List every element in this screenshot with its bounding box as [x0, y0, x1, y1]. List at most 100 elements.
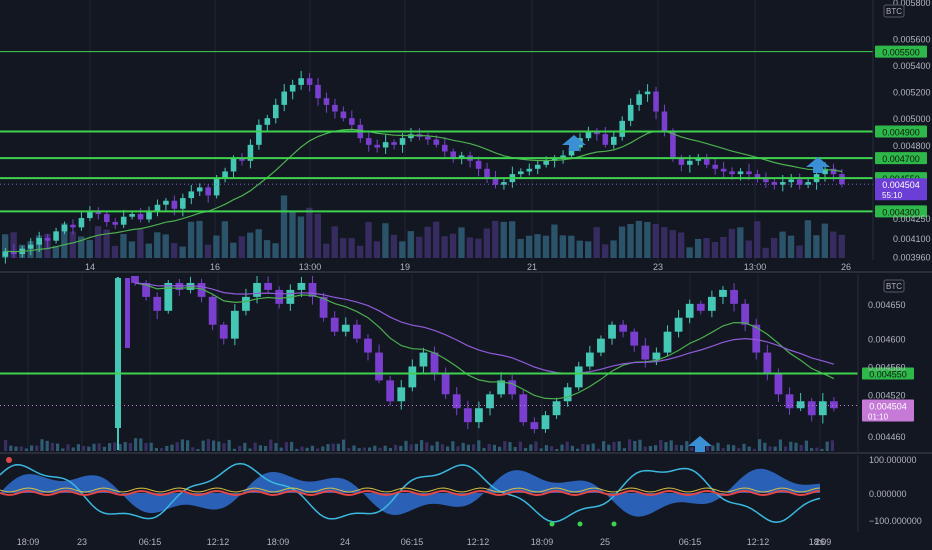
top-candle-body [70, 224, 76, 228]
top-countdown: 55:10 [882, 191, 903, 200]
middle-volume-bar [232, 448, 236, 451]
middle-countdown: 01:10 [868, 412, 889, 421]
middle-volume-bar [487, 444, 491, 451]
top-candle-body [78, 218, 85, 228]
top-candle-body [408, 134, 414, 139]
oscillator-marker-dot [611, 521, 617, 527]
bottom-time-axis: 18:09 23 06:15 12:12 18:09 24 06:15 12:12 18:09 2… [17, 537, 832, 547]
top-candle-body [450, 151, 457, 159]
middle-volume-bar [570, 445, 574, 451]
top-candle-body [323, 98, 330, 105]
middle-volume-bar [300, 446, 304, 451]
top-volume-bar [458, 227, 465, 258]
top-level-lines [0, 51, 873, 213]
middle-grid [27, 274, 821, 452]
middle-volume-bar [201, 440, 205, 451]
middle-volume-bar [71, 447, 75, 451]
middle-volume-bar [165, 445, 169, 451]
bottom-time-label-6: 06:15 [401, 537, 424, 547]
oscillator-yellow-line [0, 487, 821, 493]
middle-volume-bar [279, 447, 283, 451]
middle-candle-body [475, 408, 483, 423]
middle-volume-bars [4, 438, 834, 451]
bottom-time-label-12: 18:09 [809, 537, 832, 547]
middle-volume-bar [758, 439, 762, 451]
top-volume-bar [145, 243, 152, 258]
middle-volume-bar [264, 446, 268, 451]
middle-volume-bar [810, 448, 814, 451]
top-candle-body [146, 211, 152, 220]
middle-volume-bar [66, 444, 70, 451]
top-price-axis[interactable]: 0.0055000.0049000.0047000.0045500.004300… [875, 0, 931, 263]
bottom-time-label-5: 24 [340, 537, 350, 547]
bottom-time-label-1: 23 [77, 537, 87, 547]
middle-price-label-0: 0.004650 [868, 300, 906, 310]
middle-price-panel[interactable]: 0.004550 0.004650 0.004600 0.004560 0.004520… [0, 274, 914, 452]
top-level-tag-0 [875, 45, 927, 58]
middle-volume-bar [253, 442, 257, 451]
middle-volume-bar [227, 439, 231, 451]
top-volume-bar [821, 223, 828, 258]
middle-volume-bar [633, 441, 637, 451]
middle-volume-bar [123, 442, 127, 451]
top-volume-bar [78, 236, 85, 258]
middle-candle-body [508, 380, 517, 395]
middle-candle-body [208, 296, 217, 325]
middle-volume-bar [362, 447, 366, 451]
oscillator-panel[interactable]: 100.000000 0.000000 −100.000000 [0, 455, 922, 532]
top-volume-bar [331, 226, 338, 258]
top-price-label-2: 0.005200 [893, 88, 931, 98]
top-moving-average-line [5, 128, 842, 253]
up-arrow-icon [806, 157, 830, 173]
top-candle-body [636, 94, 642, 105]
middle-volume-bar [175, 442, 179, 451]
middle-candle-body [774, 373, 783, 395]
oscillator-marker-dot [577, 521, 583, 527]
middle-currency-label: BTC [886, 282, 902, 291]
middle-volume-bar [139, 438, 143, 451]
middle-candle-body [386, 380, 395, 402]
top-candle-body [180, 198, 186, 209]
top-volume-bar [120, 234, 127, 258]
middle-current-price: 0.004504 [869, 401, 907, 411]
middle-volume-bar [56, 443, 60, 451]
middle-level-line [0, 372, 858, 406]
top-current-price: 0.004504 [882, 180, 920, 190]
middle-volume-bar [248, 448, 252, 451]
top-candle-body [2, 251, 9, 257]
top-price-panel[interactable]: 0.0055000.0049000.0047000.0045500.004300… [0, 0, 931, 272]
top-volume-bar [340, 238, 347, 258]
middle-candle-body [741, 303, 750, 325]
top-candle-body [281, 91, 288, 105]
top-volume-bar [509, 221, 516, 258]
middle-level-value: 0.004550 [869, 369, 907, 379]
middle-candle-body [541, 415, 550, 430]
middle-volume-bar [206, 439, 210, 451]
middle-volume-bar [711, 445, 715, 451]
top-candle-body [264, 118, 271, 125]
top-volume-bar [128, 241, 136, 258]
middle-volume-bar [732, 445, 736, 451]
top-price-label-partial: 0.005800 [893, 0, 931, 8]
top-volume-bar [475, 238, 482, 258]
oscillator-label-2: −100.000000 [869, 516, 922, 526]
middle-candle-body [452, 394, 461, 409]
middle-volume-bar [446, 446, 450, 451]
top-time-label-5: 23 [653, 262, 663, 272]
middle-volume-bar [721, 448, 725, 451]
top-candle-body [518, 171, 524, 175]
middle-volume-bar [316, 448, 320, 451]
middle-volume-bar [752, 448, 756, 451]
middle-volume-bar [680, 445, 684, 451]
middle-candle-body [153, 296, 162, 311]
top-volume-bar [432, 221, 440, 258]
top-level-tag-1 [875, 125, 927, 138]
middle-candle-body [696, 303, 705, 311]
middle-price-axis[interactable]: 0.004550 0.004650 0.004600 0.004560 0.004520… [862, 279, 914, 442]
middle-volume-bar [284, 442, 288, 451]
middle-volume-bar [789, 441, 793, 451]
top-candle-body [695, 158, 702, 161]
top-candle-body [399, 138, 406, 145]
top-candle-body [103, 214, 110, 223]
